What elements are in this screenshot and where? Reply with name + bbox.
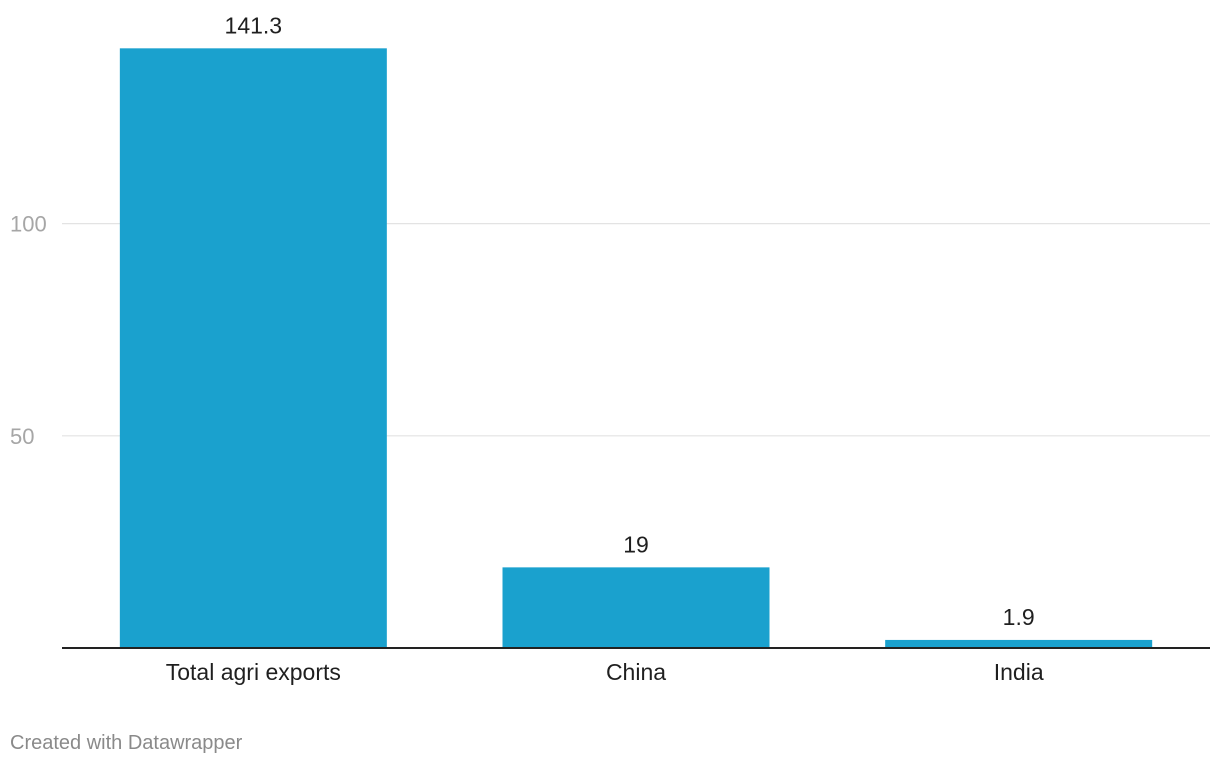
x-tick-label: Total agri exports xyxy=(166,659,341,685)
bars-layer xyxy=(119,48,1153,648)
chart-credit: Created with Datawrapper xyxy=(10,732,243,754)
bar xyxy=(119,48,387,648)
x-tick-label: India xyxy=(994,659,1044,685)
data-label: 141.3 xyxy=(225,12,283,38)
data-label: 1.9 xyxy=(1003,604,1035,630)
data-label: 19 xyxy=(623,531,649,557)
bar xyxy=(502,567,770,648)
labels-layer: 141.3 Total agri exports 19 China 1.9 India xyxy=(62,12,1210,685)
bar xyxy=(885,639,1153,648)
y-tick-label: 100 xyxy=(10,212,47,237)
y-tick-label: 50 xyxy=(10,424,34,449)
x-tick-label: China xyxy=(606,659,666,685)
